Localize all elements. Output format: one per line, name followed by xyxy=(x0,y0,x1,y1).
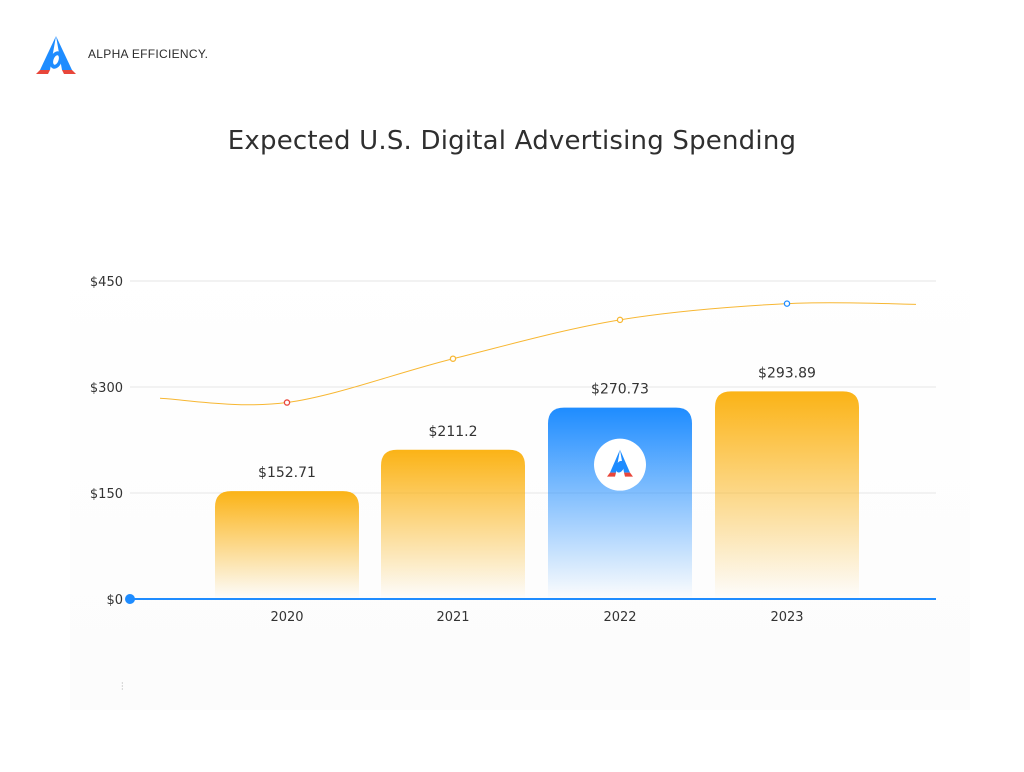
axis-origin-dot xyxy=(125,594,135,604)
alpha-logo-icon xyxy=(36,36,76,74)
x-tick-label: 2023 xyxy=(770,610,803,625)
x-tick-label: 2022 xyxy=(603,610,636,625)
chart-title: Expected U.S. Digital Advertising Spendi… xyxy=(227,126,797,156)
bar-badge-logo-icon xyxy=(594,438,646,491)
brand-name: ALPHA EFFICIENCY. xyxy=(88,47,209,61)
trend-marker-2021 xyxy=(449,355,457,362)
brand-logo[interactable]: ALPHA EFFICIENCY. xyxy=(34,34,208,74)
badge-left-stroke xyxy=(610,449,620,473)
trend-marker-2022 xyxy=(616,316,624,324)
bar-2020 xyxy=(215,491,359,599)
trend-line xyxy=(159,302,917,406)
bar-2023 xyxy=(715,391,859,599)
data-label-2021: $211.2 xyxy=(429,424,478,440)
ellipsis-marker: · · · xyxy=(121,679,124,694)
data-label-2020: $152.71 xyxy=(258,465,316,481)
bar-2021 xyxy=(381,449,525,599)
badge-left-foot xyxy=(607,472,616,477)
x-tick-label: 2020 xyxy=(270,610,303,625)
badge-ring xyxy=(615,460,625,473)
bar-2022 xyxy=(548,407,692,599)
y-tick-label: $450 xyxy=(90,275,123,290)
badge-right-foot xyxy=(624,472,633,477)
badge-right-stroke xyxy=(620,449,630,473)
trend-marker-2023 xyxy=(783,300,791,307)
y-tick-label: $0 xyxy=(106,593,123,608)
trend-marker-2020 xyxy=(283,399,291,406)
x-tick-label: 2021 xyxy=(436,610,469,625)
y-tick-label: $300 xyxy=(90,381,123,396)
y-tick-label: $150 xyxy=(90,487,123,502)
data-label-2022: $270.73 xyxy=(591,382,649,398)
data-label-2023: $293.89 xyxy=(758,365,816,381)
